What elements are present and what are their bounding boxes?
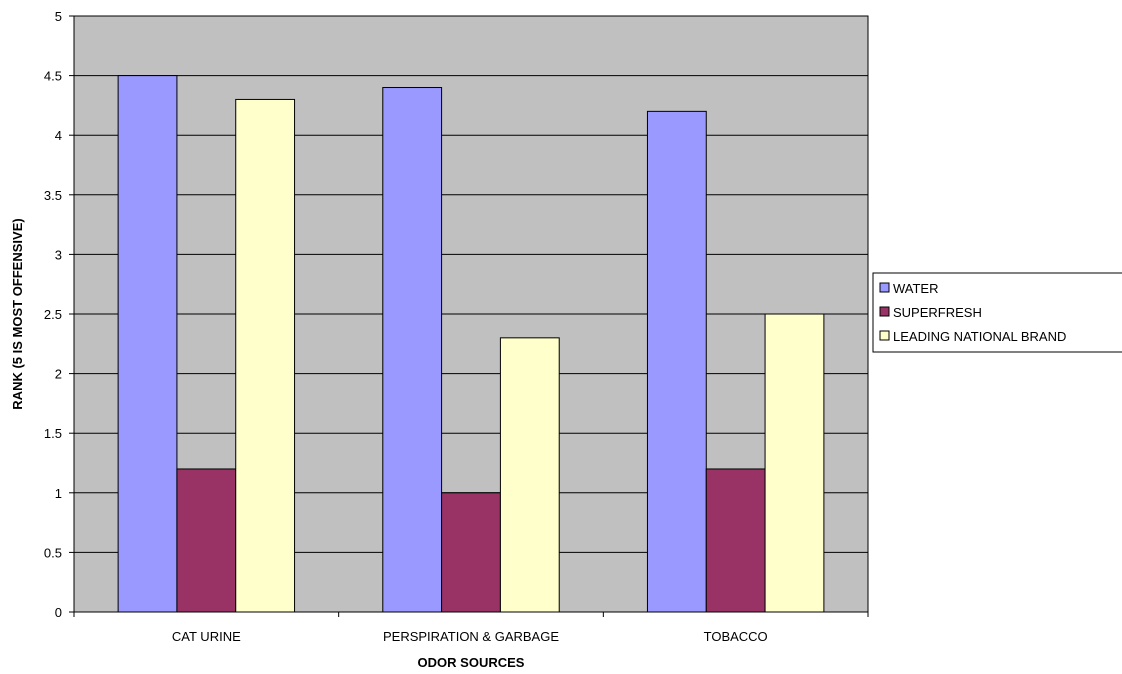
y-axis: 0 0.5 1 1.5 2 2.5 3 3.5 4 4.5 5 xyxy=(44,9,75,620)
bar xyxy=(382,87,443,613)
y-tick-label: 2 xyxy=(55,367,62,382)
y-tick-label: 4.5 xyxy=(44,69,62,84)
x-axis: CAT URINE PERSPIRATION & GARBAGE TOBACCO xyxy=(73,611,869,644)
legend-label: LEADING NATIONAL BRAND xyxy=(893,329,1066,344)
x-tick-label: CAT URINE xyxy=(172,629,241,644)
legend-label: SUPERFRESH xyxy=(893,305,982,320)
y-tick-label: 1 xyxy=(55,486,62,501)
legend-box xyxy=(872,272,1122,353)
bar xyxy=(499,337,560,613)
bar xyxy=(705,468,766,613)
bars xyxy=(117,75,825,613)
y-tick-label: 0.5 xyxy=(44,545,62,560)
y-tick-label: 0 xyxy=(55,605,62,620)
legend-swatch xyxy=(879,282,890,293)
bar xyxy=(117,75,178,613)
y-tick-label: 1.5 xyxy=(44,426,62,441)
legend-swatch xyxy=(879,330,890,341)
y-tick-label: 4 xyxy=(55,128,62,143)
x-axis-title: ODOR SOURCES xyxy=(418,655,525,670)
bar xyxy=(764,313,825,613)
legend: WATER SUPERFRESH LEADING NATIONAL BRAND xyxy=(872,272,1122,353)
legend-swatch xyxy=(879,306,890,317)
bar xyxy=(176,468,237,613)
bar xyxy=(646,110,707,613)
y-tick-label: 5 xyxy=(55,9,62,24)
bar xyxy=(235,98,296,613)
x-tick-label: PERSPIRATION & GARBAGE xyxy=(383,629,559,644)
y-tick-label: 3 xyxy=(55,247,62,262)
y-tick-label: 2.5 xyxy=(44,307,62,322)
y-axis-title: RANK (5 IS MOST OFFENSIVE) xyxy=(10,218,25,409)
bar xyxy=(441,492,501,613)
x-tick-label: TOBACCO xyxy=(704,629,768,644)
y-tick-label: 3.5 xyxy=(44,188,62,203)
legend-label: WATER xyxy=(893,281,939,296)
